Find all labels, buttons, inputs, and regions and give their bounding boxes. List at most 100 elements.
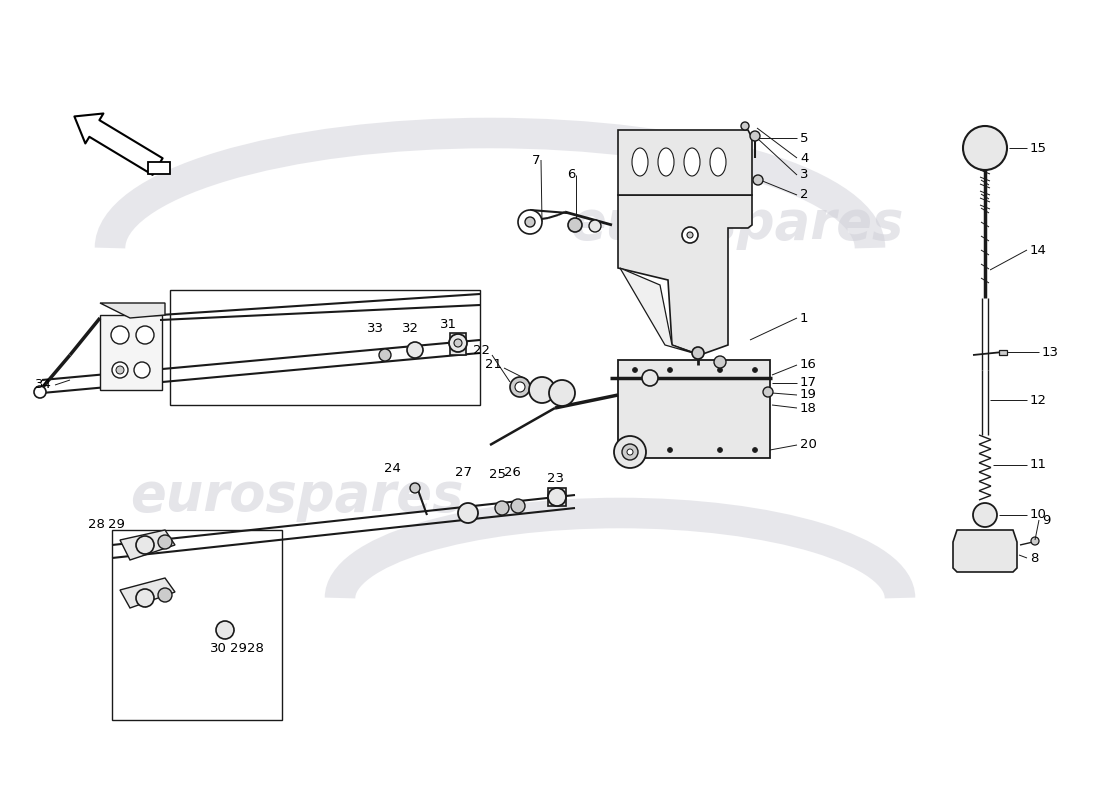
Ellipse shape bbox=[684, 148, 700, 176]
Polygon shape bbox=[953, 530, 1018, 572]
Circle shape bbox=[515, 382, 525, 392]
Circle shape bbox=[525, 217, 535, 227]
Ellipse shape bbox=[632, 148, 648, 176]
Text: 21: 21 bbox=[485, 358, 502, 371]
Text: 4: 4 bbox=[800, 151, 808, 165]
Text: 16: 16 bbox=[800, 358, 817, 371]
Circle shape bbox=[548, 488, 566, 506]
Text: 19: 19 bbox=[800, 389, 817, 402]
Circle shape bbox=[136, 589, 154, 607]
Text: eurospares: eurospares bbox=[570, 198, 904, 250]
Text: 23: 23 bbox=[547, 471, 563, 485]
Circle shape bbox=[134, 362, 150, 378]
Circle shape bbox=[216, 621, 234, 639]
Polygon shape bbox=[120, 578, 175, 608]
Text: 33: 33 bbox=[366, 322, 384, 334]
Bar bbox=[170, 290, 480, 405]
Text: 12: 12 bbox=[1030, 394, 1047, 406]
Text: 24: 24 bbox=[384, 462, 400, 474]
Text: 20: 20 bbox=[800, 438, 817, 451]
Circle shape bbox=[668, 367, 672, 373]
Circle shape bbox=[642, 370, 658, 386]
Circle shape bbox=[34, 386, 46, 398]
Circle shape bbox=[714, 356, 726, 368]
Circle shape bbox=[454, 339, 462, 347]
Text: 3: 3 bbox=[800, 169, 808, 182]
Circle shape bbox=[974, 503, 997, 527]
Circle shape bbox=[111, 326, 129, 344]
Text: 14: 14 bbox=[1030, 243, 1047, 257]
Text: 22: 22 bbox=[473, 343, 490, 357]
Circle shape bbox=[158, 535, 172, 549]
Circle shape bbox=[512, 499, 525, 513]
Circle shape bbox=[668, 447, 672, 453]
Text: 34: 34 bbox=[35, 378, 52, 391]
Bar bbox=[450, 333, 466, 355]
Ellipse shape bbox=[710, 148, 726, 176]
Bar bbox=[112, 530, 282, 720]
Text: 29: 29 bbox=[230, 642, 246, 654]
Text: 11: 11 bbox=[1030, 458, 1047, 471]
Circle shape bbox=[1003, 558, 1011, 566]
Text: 31: 31 bbox=[440, 318, 456, 331]
Circle shape bbox=[621, 444, 638, 460]
Text: 2: 2 bbox=[800, 189, 808, 202]
Circle shape bbox=[692, 347, 704, 359]
Text: 7: 7 bbox=[531, 154, 540, 166]
Text: 29: 29 bbox=[108, 518, 125, 531]
Circle shape bbox=[549, 380, 575, 406]
Polygon shape bbox=[100, 303, 165, 318]
Circle shape bbox=[568, 218, 582, 232]
Circle shape bbox=[588, 220, 601, 232]
Polygon shape bbox=[618, 360, 770, 458]
Bar bbox=[999, 350, 1007, 355]
Text: 28: 28 bbox=[88, 518, 104, 531]
Circle shape bbox=[688, 232, 693, 238]
Circle shape bbox=[136, 536, 154, 554]
Circle shape bbox=[752, 367, 758, 373]
Circle shape bbox=[763, 387, 773, 397]
Text: 13: 13 bbox=[1042, 346, 1059, 358]
Circle shape bbox=[449, 334, 468, 352]
Circle shape bbox=[752, 447, 758, 453]
Circle shape bbox=[458, 503, 478, 523]
Text: 17: 17 bbox=[800, 377, 817, 390]
Text: 15: 15 bbox=[1030, 142, 1047, 154]
Circle shape bbox=[116, 366, 124, 374]
Circle shape bbox=[136, 326, 154, 344]
Circle shape bbox=[407, 342, 424, 358]
Text: 28: 28 bbox=[246, 642, 263, 654]
Text: 5: 5 bbox=[800, 131, 808, 145]
Text: 18: 18 bbox=[800, 402, 817, 414]
Circle shape bbox=[627, 449, 632, 455]
Circle shape bbox=[614, 436, 646, 468]
Circle shape bbox=[495, 501, 509, 515]
Circle shape bbox=[112, 362, 128, 378]
Ellipse shape bbox=[658, 148, 674, 176]
Circle shape bbox=[959, 537, 967, 543]
Circle shape bbox=[682, 227, 698, 243]
Circle shape bbox=[379, 349, 390, 361]
Circle shape bbox=[518, 210, 542, 234]
Circle shape bbox=[741, 122, 749, 130]
Text: eurospares: eurospares bbox=[130, 470, 464, 522]
Circle shape bbox=[632, 447, 638, 453]
Circle shape bbox=[962, 126, 1006, 170]
Text: 1: 1 bbox=[800, 311, 808, 325]
Circle shape bbox=[1031, 537, 1040, 545]
Circle shape bbox=[158, 588, 172, 602]
Circle shape bbox=[959, 558, 967, 566]
Text: 10: 10 bbox=[1030, 509, 1047, 522]
Circle shape bbox=[510, 377, 530, 397]
Polygon shape bbox=[618, 130, 752, 195]
Polygon shape bbox=[120, 530, 175, 560]
Circle shape bbox=[529, 377, 556, 403]
Polygon shape bbox=[618, 195, 752, 355]
Polygon shape bbox=[620, 268, 700, 355]
Text: 8: 8 bbox=[1030, 551, 1038, 565]
Circle shape bbox=[750, 131, 760, 141]
Circle shape bbox=[754, 175, 763, 185]
Circle shape bbox=[410, 483, 420, 493]
Text: 27: 27 bbox=[454, 466, 472, 479]
Bar bbox=[548, 488, 566, 506]
